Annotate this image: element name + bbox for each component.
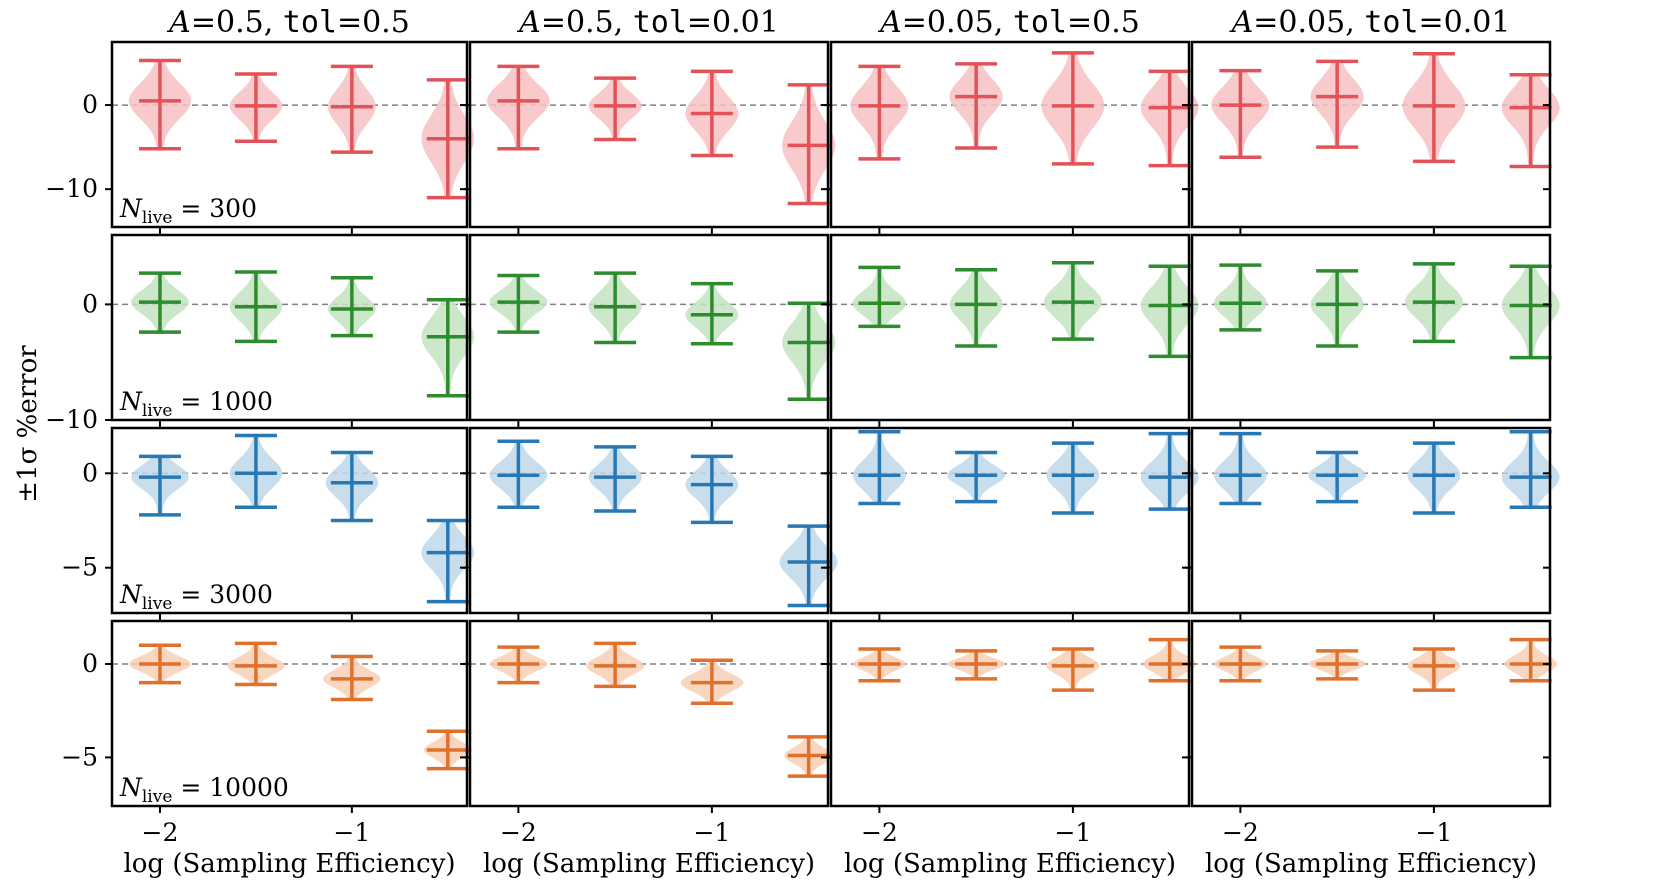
panel-frame (468, 233, 830, 422)
panel-r1-c2 (824, 233, 1199, 427)
x-tick-label: −1 (693, 818, 730, 847)
panel-r3-c3 (1185, 619, 1558, 813)
panel-r1-c3 (1185, 233, 1560, 427)
panel-frame (468, 619, 830, 808)
y-tick-label: −5 (61, 553, 98, 582)
panel-frame (1190, 233, 1552, 422)
panel-frame (468, 40, 830, 229)
panel-frame (829, 233, 1191, 422)
panel-frame (110, 40, 469, 229)
y-tick-label: −10 (45, 405, 98, 434)
x-tick-label: −1 (1415, 818, 1452, 847)
panel-r2-c1 (463, 426, 838, 620)
column-title: A=0.5, tol=0.01 (516, 5, 779, 40)
panel-frame (829, 426, 1191, 615)
column-title: A=0.5, tol=0.5 (166, 5, 410, 40)
panel-frame (829, 619, 1191, 808)
panel-r2-c0 (105, 426, 475, 620)
y-axis-label: ±1σ %error (13, 345, 43, 503)
panel-frame (468, 426, 830, 615)
panel-r1-c0 (105, 233, 475, 427)
x-tick-label: −2 (142, 818, 179, 847)
nlive-label: Nlive = 3000 (119, 580, 273, 614)
panel-r2-c3 (1185, 426, 1560, 620)
y-tick-label: −5 (61, 742, 98, 771)
panel-frame (1190, 426, 1552, 615)
nlive-label: Nlive = 1000 (119, 387, 273, 421)
panel-r1-c1 (463, 233, 836, 427)
panel-r3-c1 (463, 619, 833, 813)
x-axis-label: log (Sampling Efficiency) (844, 849, 1176, 879)
column-title: A=0.05, tol=0.01 (1229, 5, 1511, 40)
x-tick-label: −1 (333, 818, 370, 847)
nlive-label: Nlive = 10000 (119, 773, 289, 807)
y-tick-label: 0 (82, 649, 98, 678)
nlive-label: Nlive = 300 (119, 194, 257, 228)
x-axis-label: log (Sampling Efficiency) (1205, 849, 1537, 879)
panel-frame (110, 619, 469, 808)
panel-frame (1190, 40, 1552, 229)
panel-r0-c3 (1185, 40, 1560, 234)
y-tick-label: 0 (82, 289, 98, 318)
x-axis-label: log (Sampling Efficiency) (123, 849, 455, 879)
y-tick-label: 0 (82, 90, 98, 119)
panel-frame (829, 40, 1191, 229)
x-tick-label: −1 (1054, 818, 1091, 847)
column-title: A=0.05, tol=0.5 (877, 5, 1140, 40)
x-axis-label: log (Sampling Efficiency) (483, 849, 815, 879)
x-tick-label: −2 (500, 818, 537, 847)
panel-r0-c0 (105, 40, 475, 234)
panel-r3-c0 (105, 619, 472, 813)
panel-frame (110, 426, 469, 615)
x-tick-label: −2 (1222, 818, 1259, 847)
x-tick-label: −2 (861, 818, 898, 847)
panel-frame (1190, 619, 1552, 808)
y-tick-label: 0 (82, 458, 98, 487)
y-tick-label: −10 (45, 174, 98, 203)
panel-r0-c2 (824, 40, 1199, 234)
panel-r0-c1 (463, 40, 836, 234)
panel-r2-c2 (824, 426, 1199, 620)
panel-r3-c2 (824, 619, 1197, 813)
panel-frame (110, 233, 469, 422)
